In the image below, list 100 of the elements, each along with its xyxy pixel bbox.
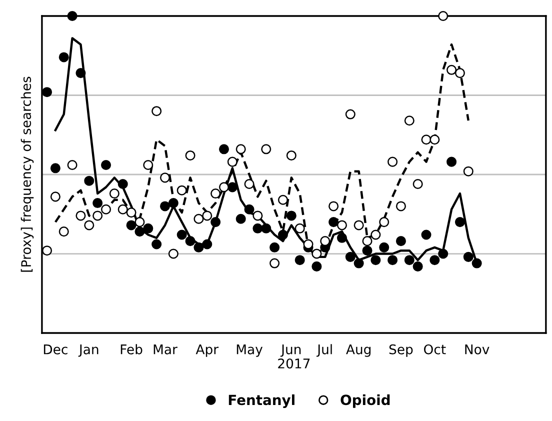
point <box>370 230 381 240</box>
point <box>404 116 414 126</box>
x-tick-label: Jan <box>78 344 98 357</box>
point <box>328 201 339 212</box>
point <box>118 179 128 190</box>
point <box>270 242 280 252</box>
point <box>388 255 398 266</box>
point <box>421 230 432 240</box>
point <box>286 210 296 221</box>
point <box>412 261 423 272</box>
point <box>430 134 440 145</box>
point <box>252 210 263 221</box>
point <box>176 185 187 196</box>
point <box>76 68 86 78</box>
point <box>100 204 112 214</box>
point <box>160 172 170 183</box>
point <box>463 166 474 176</box>
point <box>430 255 440 266</box>
point <box>218 144 230 154</box>
point <box>152 106 162 116</box>
point <box>345 252 356 262</box>
point <box>67 160 78 170</box>
point <box>58 226 69 237</box>
point <box>396 201 406 212</box>
point <box>42 246 52 256</box>
point <box>210 188 221 199</box>
point <box>396 236 406 246</box>
point <box>438 248 448 259</box>
point <box>328 217 339 228</box>
point <box>152 239 162 250</box>
point <box>84 176 94 186</box>
point <box>143 160 154 170</box>
x-tick-label: Sep <box>389 344 413 357</box>
x-tick-label: Dec <box>44 344 68 354</box>
point <box>278 194 288 205</box>
point <box>278 230 288 240</box>
point <box>370 255 381 266</box>
x-axis-title: 2017 <box>278 358 310 368</box>
point <box>354 258 364 268</box>
point <box>388 156 398 167</box>
point <box>202 239 212 250</box>
legend-label: Fentanyl <box>228 394 294 408</box>
point <box>58 52 69 62</box>
x-tick-label: Feb <box>120 344 142 354</box>
point <box>168 248 178 259</box>
point <box>404 255 414 266</box>
point <box>92 210 103 221</box>
point <box>210 217 221 228</box>
x-tick-label: Apr <box>196 344 219 357</box>
point <box>362 236 372 246</box>
point <box>236 214 246 224</box>
point <box>454 217 465 228</box>
point <box>227 182 238 192</box>
point <box>92 198 103 208</box>
point <box>438 10 448 22</box>
point <box>76 210 86 221</box>
point <box>160 201 170 212</box>
point <box>412 179 423 190</box>
point <box>118 204 128 214</box>
point <box>379 242 390 252</box>
x-tick-label: Oct <box>424 344 446 354</box>
point <box>236 144 246 154</box>
point <box>134 226 145 237</box>
point <box>320 236 330 246</box>
point <box>379 217 390 228</box>
point <box>50 192 60 202</box>
point <box>202 210 212 221</box>
point <box>109 188 120 199</box>
x-tick-label: Nov <box>465 344 490 354</box>
point <box>84 220 94 230</box>
point <box>252 223 263 234</box>
point <box>134 217 145 228</box>
point <box>454 68 465 78</box>
point <box>294 255 305 266</box>
point <box>362 246 372 256</box>
point <box>227 156 238 167</box>
point <box>244 179 254 190</box>
x-tick-label: Mar <box>154 344 178 354</box>
point <box>126 208 136 218</box>
point <box>472 258 482 268</box>
point <box>446 156 457 167</box>
point <box>336 220 347 230</box>
point <box>463 252 474 262</box>
point <box>270 258 280 268</box>
point <box>261 144 272 154</box>
y-axis-title: [Proxy] frequency of searches <box>20 76 34 272</box>
point <box>185 150 196 160</box>
point <box>194 214 204 224</box>
point <box>312 248 322 259</box>
x-tick-label: Aug <box>346 344 371 357</box>
point <box>218 182 230 192</box>
point <box>50 163 60 174</box>
point <box>42 87 52 98</box>
point <box>185 236 196 246</box>
point <box>194 242 204 252</box>
x-tick-label: May <box>236 344 263 357</box>
point <box>294 223 305 234</box>
point <box>336 232 347 243</box>
point <box>421 134 432 145</box>
x-tick-label: Jun <box>280 344 301 357</box>
